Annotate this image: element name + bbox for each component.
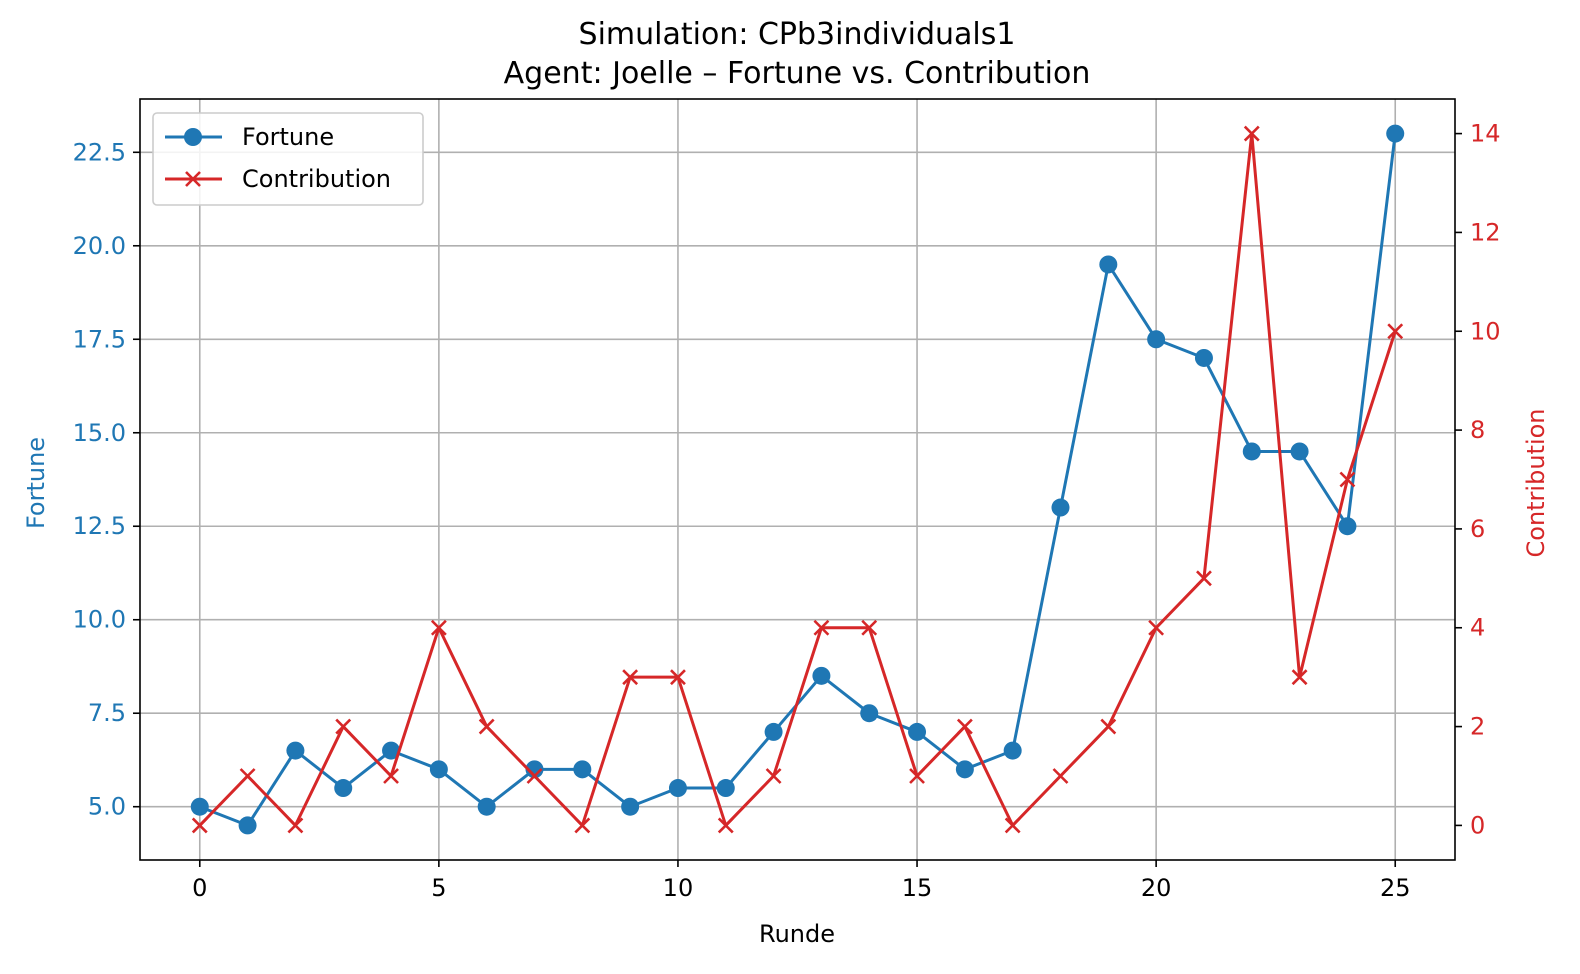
legend-fortune-label: Fortune [242,123,334,151]
contribution-data-point [765,768,782,784]
y-right-tick-label: 2 [1470,713,1485,741]
fortune-data-point [1242,442,1261,461]
fortune-data-point [908,722,927,741]
x-tick-label: 20 [1141,874,1172,902]
contribution-data-point [956,718,973,735]
y-right-tick-label: 4 [1470,614,1485,642]
fortune-data-point [1051,498,1070,517]
contribution-data-point [717,817,734,834]
y-left-tick-label: 15.0 [73,419,126,447]
fortune-data-point [1147,330,1166,349]
axis-ticks: 0 5 10 15 20 255.07.510.012.515.017.520.022.5… [73,120,1501,902]
fortune-data-point [668,779,687,798]
contribution-data-point [430,619,447,636]
y-left-tick-label: 22.5 [73,138,126,166]
fortune-data-point [955,760,974,779]
series-layer [190,124,1405,835]
plot-frame [139,98,1456,861]
fortune-data-point [429,760,448,779]
contribution-series-line [198,132,1397,827]
fortune-data-point [334,779,353,798]
y-left-tick-label: 17.5 [73,325,126,353]
contribution-data-point [1339,471,1356,488]
y-left-tick-label: 10.0 [73,606,126,634]
contribution-data-point [813,619,830,636]
contribution-data-point [861,619,878,636]
contribution-data-point [383,768,399,784]
contribution-data-point [1148,619,1165,636]
x-tick-label: 15 [902,874,933,902]
contribution-data-point [1004,817,1021,834]
y-right-tick-label: 8 [1470,416,1485,444]
legend-contribution-label: Contribution [242,165,391,193]
fortune-data-point [764,722,783,741]
fortune-data-point [1194,348,1213,367]
legend: Fortune Contribution [152,112,424,206]
fortune-data-point [860,704,879,723]
fortune-data-point [1003,741,1022,760]
chart-title: Simulation: CPb3individuals1 [579,17,1016,52]
contribution-data-point [909,768,925,784]
x-tick-label: 5 [431,874,446,902]
y-left-tick-label: 7.5 [88,699,126,727]
y-axis-left-label: Fortune [22,437,50,529]
grid-lines [140,99,1455,860]
chart-subtitle: Agent: Joelle – Fortune vs. Contribution [504,56,1091,91]
fortune-data-point [382,741,401,760]
y-right-tick-label: 10 [1470,317,1501,345]
y-right-tick-label: 14 [1470,120,1501,148]
contribution-data-point [1100,718,1117,735]
y-left-tick-label: 20.0 [73,232,126,260]
fortune-data-point [1099,255,1118,274]
contribution-data-point [1196,570,1212,587]
y-left-tick-label: 12.5 [73,512,126,540]
fortune-data-point [238,816,257,835]
contribution-data-point [239,768,256,784]
y-right-tick-label: 0 [1470,811,1485,839]
y-right-tick-label: 12 [1470,218,1501,246]
fortune-data-point [190,797,209,816]
contribution-data-point [1243,125,1260,142]
contribution-data-point [1291,669,1308,686]
x-axis-label: Runde [759,920,835,948]
contribution-data-point [335,718,352,735]
y-axis-right-label: Contribution [1522,408,1550,557]
x-tick-label: 0 [192,874,207,902]
fortune-data-point [1338,517,1357,536]
contribution-data-point [526,768,543,784]
fortune-data-point [621,797,640,816]
contribution-data-point [287,817,304,834]
fortune-data-point [286,741,305,760]
x-tick-label: 25 [1380,874,1411,902]
legend-fortune-marker [184,128,202,146]
contribution-data-point [622,669,639,686]
fortune-data-point [1290,442,1309,461]
contribution-data-point [670,669,686,686]
fortune-data-point [1386,124,1405,143]
fortune-data-point [716,779,735,798]
contribution-data-point [1052,768,1069,784]
legend-contribution-marker [185,171,201,187]
contribution-data-point [1387,323,1404,340]
contribution-data-point [574,817,591,834]
contribution-data-point [191,817,208,834]
x-tick-label: 10 [663,874,694,902]
fortune-data-point [812,666,831,685]
y-left-tick-label: 5.0 [88,793,126,821]
fortune-data-point [525,760,544,779]
contribution-data-point [478,718,495,735]
fortune-data-point [573,760,592,779]
y-right-tick-label: 6 [1470,515,1485,543]
fortune-data-point [477,797,496,816]
